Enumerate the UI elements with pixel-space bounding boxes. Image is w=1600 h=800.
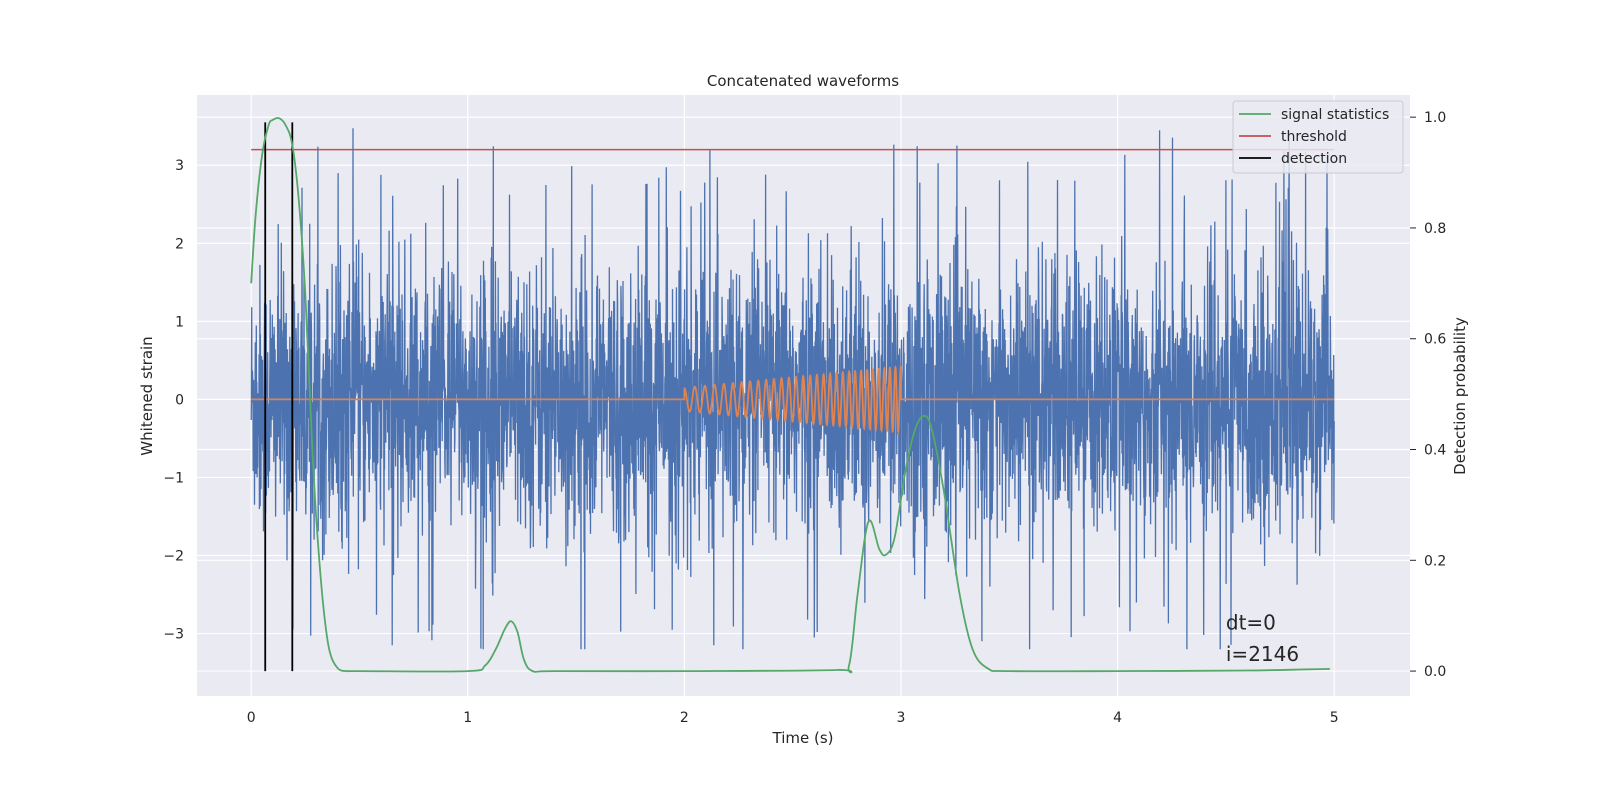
annotation-text: i=2146 [1226, 642, 1299, 666]
x-tick-label: 5 [1330, 710, 1339, 726]
y-tick-label: −2 [163, 549, 184, 565]
chart-title: Concatenated waveforms [707, 72, 899, 90]
annotation-text: dt=0 [1226, 611, 1276, 635]
legend-box [1232, 100, 1404, 174]
legend-label: threshold [1281, 129, 1347, 145]
strain-line [250, 128, 1335, 650]
x-axis-ticks: 0 1 2 3 4 5 [247, 710, 1339, 726]
legend: signal statistics threshold detection [1232, 100, 1404, 174]
x-tick-label: 0 [247, 710, 256, 726]
chirp-line [251, 364, 1335, 434]
x-axis-label: Time (s) [772, 729, 834, 747]
x-tick-label: 3 [897, 710, 906, 726]
y2-tick-label: 0.4 [1424, 443, 1446, 459]
legend-label: signal statistics [1281, 107, 1389, 123]
y-tick-label: −3 [163, 627, 184, 643]
x-tick-label: 1 [463, 710, 472, 726]
legend-label: detection [1281, 151, 1347, 167]
x-tick-label: 4 [1113, 710, 1122, 726]
y-axis-ticks: −3 −2 −1 0 1 2 3 [163, 158, 184, 642]
y2-axis-ticks: 0.0 0.2 0.4 0.6 0.8 1.0 [1410, 110, 1446, 680]
y2-tick-label: 1.0 [1424, 110, 1446, 126]
y-tick-label: 3 [175, 158, 184, 174]
y-axis-label: Whitened strain [138, 336, 156, 455]
y2-axis-label: Detection probability [1451, 317, 1469, 475]
strain-series [250, 128, 1335, 650]
x-tick-label: 2 [680, 710, 689, 726]
y-tick-label: 2 [175, 236, 184, 252]
y-tick-label: 0 [175, 392, 184, 408]
detection-series [264, 122, 294, 672]
y2-tick-label: 0.6 [1424, 332, 1446, 348]
y-tick-label: 1 [175, 314, 184, 330]
chirp-series [251, 364, 1335, 434]
y2-tick-label: 0.2 [1424, 553, 1446, 569]
y2-tick-label: 0.0 [1424, 664, 1446, 680]
signal-statistics-series [250, 117, 1330, 674]
annotations: dt=0 i=2146 [1226, 611, 1299, 666]
y2-tick-label: 0.8 [1424, 221, 1446, 237]
signal-statistics-line [250, 117, 1330, 674]
y-tick-label: −1 [163, 470, 184, 486]
